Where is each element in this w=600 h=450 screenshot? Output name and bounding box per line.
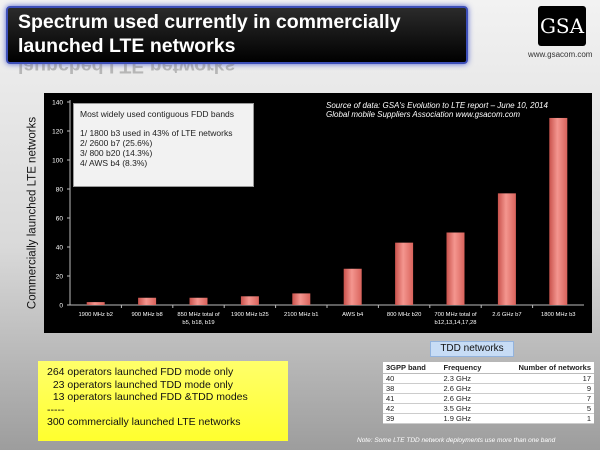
tdd-band: 38 — [383, 383, 441, 394]
source-line-2: Global mobile Suppliers Association www.… — [326, 110, 521, 119]
source-note: Source of data: GSA's Evolution to LTE r… — [326, 101, 548, 119]
tdd-count: 7 — [495, 393, 594, 404]
band-item: 2/ 2600 b7 (25.6%) — [80, 138, 153, 148]
title-reflection: launched LTE networks — [18, 64, 236, 77]
tdd-title: TDD networks — [430, 341, 514, 357]
tdd-frequency: 2.6 GHz — [440, 393, 496, 404]
tdd-band: 41 — [383, 393, 441, 404]
tdd-header-frequency: Frequency — [440, 362, 496, 374]
tdd-table: 3GPP band Frequency Number of networks 4… — [383, 362, 594, 424]
tdd-frequency: 1.9 GHz — [440, 413, 496, 424]
title-bar: Spectrum used currently in commercially … — [6, 6, 468, 64]
tdd-count: 9 — [495, 383, 594, 394]
tdd-header-row: 3GPP band Frequency Number of networks — [383, 362, 594, 374]
title-line-1: Spectrum used currently in commercially — [18, 11, 401, 33]
tdd-note: Note: Some LTE TDD network deployments u… — [357, 437, 556, 444]
tdd-frequency: 3.5 GHz — [440, 403, 496, 414]
title-line-2: launched LTE networks — [18, 35, 236, 57]
operators-line: 264 operators launched FDD mode only — [47, 366, 234, 378]
tdd-band: 39 — [383, 413, 441, 424]
bands-box: Most widely used contiguous FDD bands 1/… — [73, 103, 254, 187]
operators-line: 23 operators launched TDD mode only — [47, 378, 233, 391]
band-item: 4/ AWS b4 (8.3%) — [80, 158, 148, 168]
operators-summary: 264 operators launched FDD mode only 23 … — [38, 361, 288, 441]
tdd-count: 17 — [495, 373, 594, 384]
table-row: 40 2.3 GHz 17 — [383, 373, 594, 384]
source-line-1: Source of data: GSA's Evolution to LTE r… — [326, 101, 548, 110]
table-row: 42 3.5 GHz 5 — [383, 403, 594, 414]
tdd-frequency: 2.6 GHz — [440, 383, 496, 394]
tdd-count: 5 — [495, 403, 594, 414]
table-row: 39 1.9 GHz 1 — [383, 413, 594, 424]
tdd-frequency: 2.3 GHz — [440, 373, 496, 384]
tdd-band: 42 — [383, 403, 441, 414]
bands-heading: Most widely used contiguous FDD bands — [80, 109, 235, 119]
band-item: 3/ 800 b20 (14.3%) — [80, 148, 153, 158]
operators-line: 300 commercially launched LTE networks — [47, 416, 241, 428]
band-item: 1/ 1800 b3 used in 43% of LTE networks — [80, 128, 233, 138]
operators-line: 13 operators launched FDD &TDD modes — [47, 391, 248, 403]
operators-line: ----- — [47, 403, 65, 416]
tdd-header-count: Number of networks — [495, 362, 594, 374]
table-row: 38 2.6 GHz 9 — [383, 383, 594, 394]
gsa-logo: GSA — [538, 6, 586, 46]
y-axis-label: Commercially launched LTE networks — [26, 116, 39, 310]
tdd-count: 1 — [495, 413, 594, 424]
website-text: www.gsacom.com — [528, 50, 593, 59]
tdd-header-band: 3GPP band — [383, 362, 441, 374]
table-row: 41 2.6 GHz 7 — [383, 393, 594, 404]
tdd-band: 40 — [383, 373, 441, 384]
